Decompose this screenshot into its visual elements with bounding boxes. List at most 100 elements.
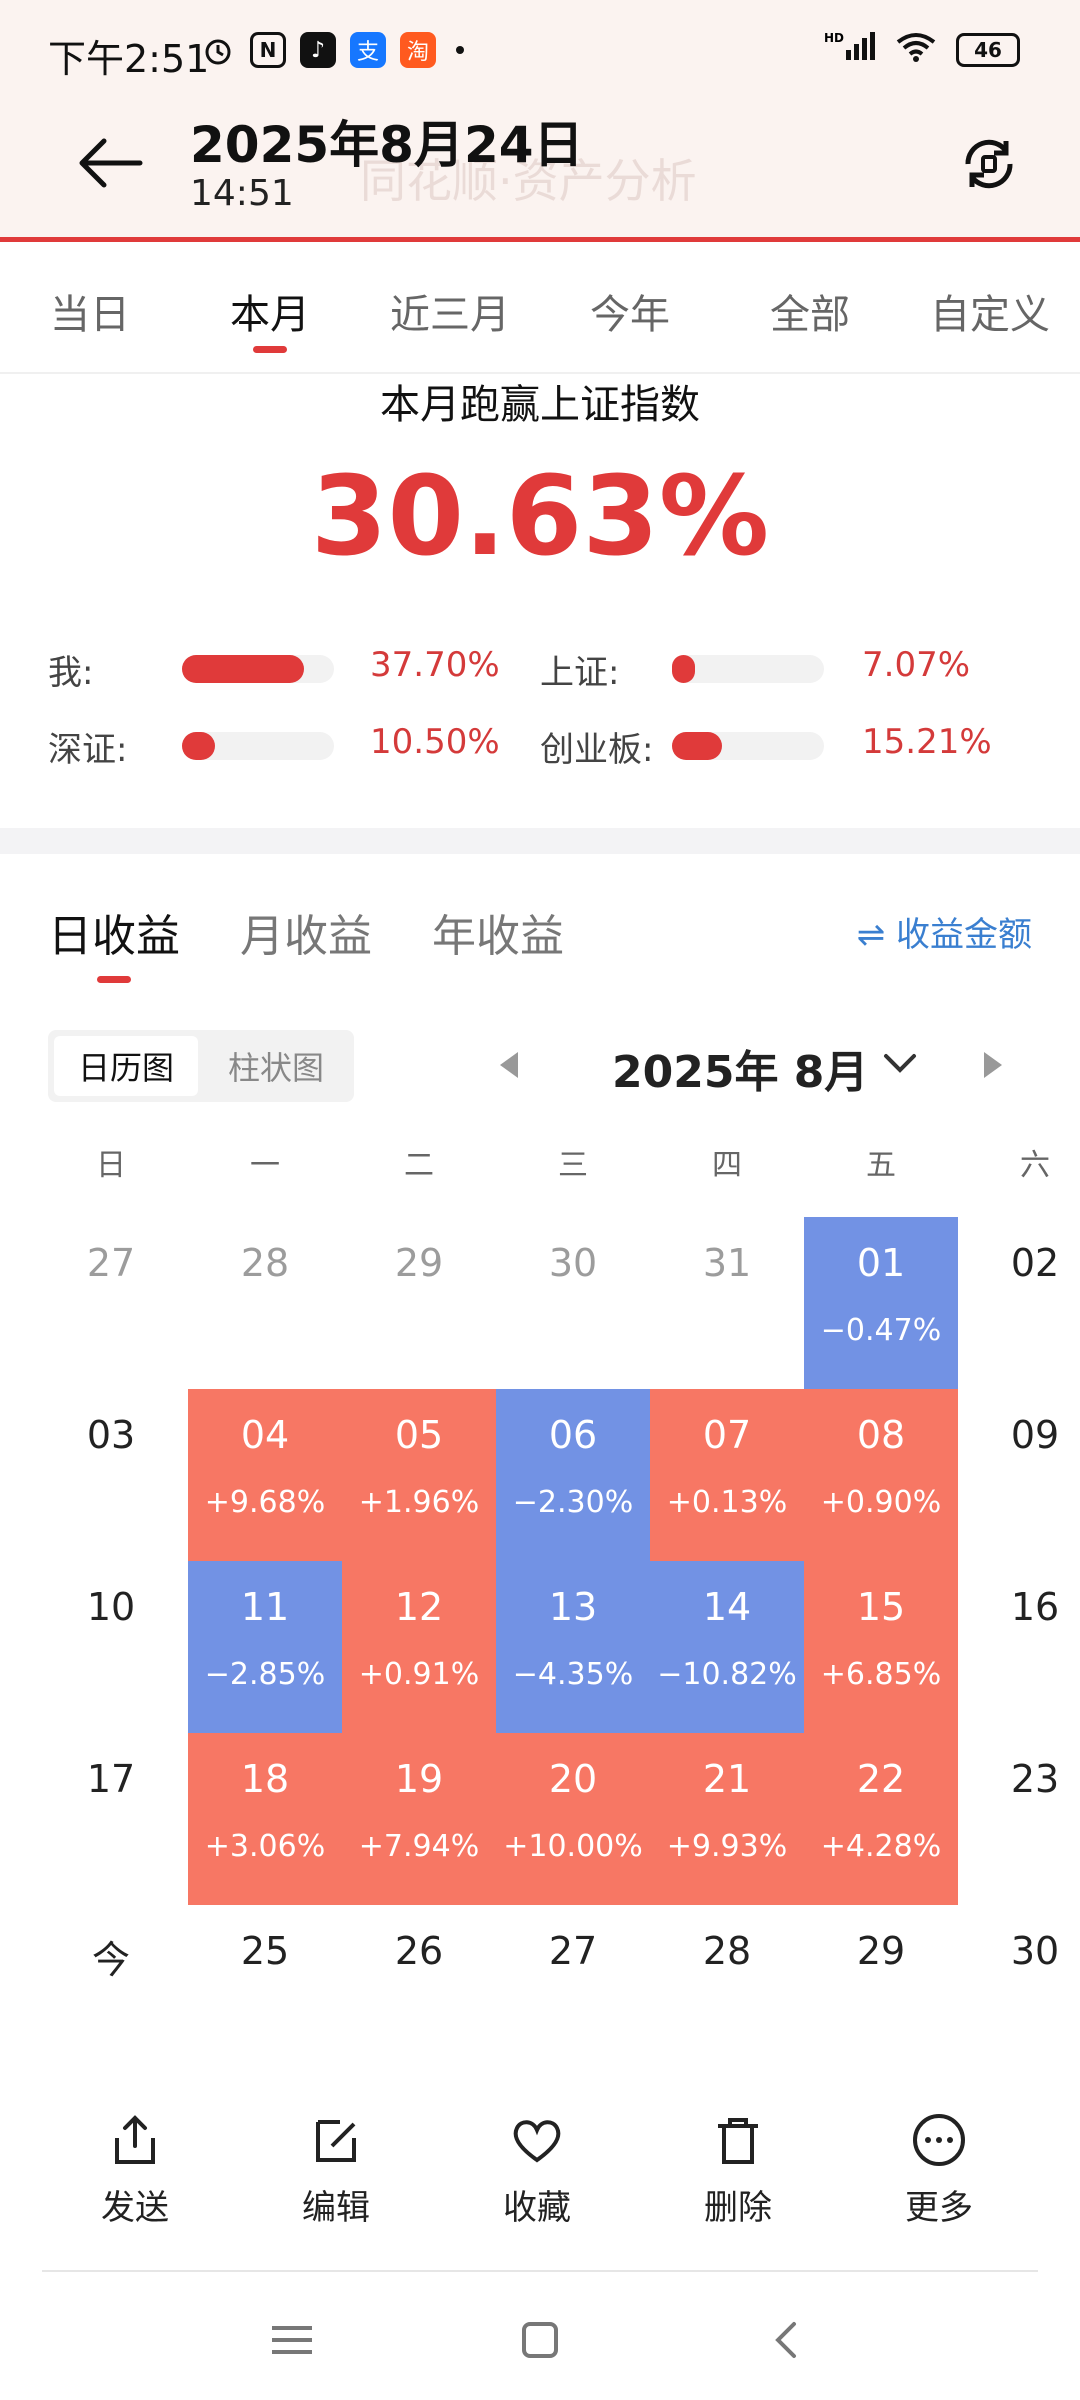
compare-bar bbox=[672, 655, 824, 683]
day-number: 13 bbox=[548, 1585, 598, 1629]
more-icon bbox=[913, 2114, 965, 2166]
send-label: 发送 bbox=[101, 2188, 169, 2228]
calendar-day[interactable]: 25 bbox=[188, 1905, 342, 2077]
tab-all[interactable]: 全部 bbox=[770, 292, 850, 338]
home-icon[interactable] bbox=[510, 2320, 570, 2360]
page-subtitle: 14:51 bbox=[190, 173, 294, 214]
back-icon[interactable] bbox=[756, 2320, 816, 2360]
favorite-button[interactable]: 收藏 bbox=[462, 2110, 612, 2229]
day-number: 11 bbox=[240, 1585, 290, 1629]
back-arrow-icon[interactable] bbox=[70, 123, 150, 203]
calendar-day[interactable]: 26 bbox=[342, 1905, 496, 2077]
tab-three-months[interactable]: 近三月 bbox=[390, 292, 510, 338]
tab-daily-earnings[interactable]: 日收益 bbox=[48, 900, 180, 983]
calendar-day[interactable]: 13 −4.35% bbox=[496, 1561, 650, 1733]
calendar-day[interactable]: 16 bbox=[958, 1561, 1080, 1733]
prev-month-icon[interactable] bbox=[500, 1052, 518, 1078]
share-icon bbox=[115, 2115, 155, 2164]
calendar-day[interactable]: 28 bbox=[188, 1217, 342, 1389]
earnings-amount-link[interactable]: ⇌ 收益金额 bbox=[856, 915, 1032, 955]
calendar-day[interactable]: 01 −0.47% bbox=[804, 1217, 958, 1389]
more-button[interactable]: 更多 bbox=[864, 2110, 1014, 2229]
calendar-day[interactable]: 06 −2.30% bbox=[496, 1389, 650, 1561]
calendar-day[interactable]: 17 bbox=[34, 1733, 188, 1905]
next-month-icon[interactable] bbox=[984, 1052, 1002, 1078]
calendar-day[interactable]: 27 bbox=[34, 1217, 188, 1389]
tab-this-year[interactable]: 今年 bbox=[590, 292, 670, 338]
day-return: +0.90% bbox=[820, 1485, 942, 1520]
calendar-day[interactable]: 05 +1.96% bbox=[342, 1389, 496, 1561]
weekday-label: 日 bbox=[96, 1148, 126, 1183]
calendar-day[interactable]: 12 +0.91% bbox=[342, 1561, 496, 1733]
calendar-day[interactable]: 今 bbox=[34, 1905, 188, 2077]
compare-label: 我: bbox=[48, 653, 94, 693]
header: 同花顺·资产分析 2025年8月24日 14:51 bbox=[0, 95, 1080, 242]
month-label[interactable]: 2025年 8月 bbox=[612, 1047, 869, 1098]
calendar-day[interactable]: 08 +0.90% bbox=[804, 1389, 958, 1561]
compare-label: 上证: bbox=[540, 653, 620, 693]
status-bar: 下午2:51 N ♪ 支 淘 HD 46 bbox=[0, 0, 1080, 95]
calendar-day[interactable]: 20 +10.00% bbox=[496, 1733, 650, 1905]
weekday-label: 四 bbox=[712, 1148, 742, 1183]
day-number: 今 bbox=[91, 1938, 130, 1982]
calendar-day[interactable]: 07 +0.13% bbox=[650, 1389, 804, 1561]
delete-button[interactable]: 删除 bbox=[663, 2110, 813, 2229]
divider bbox=[42, 2270, 1038, 2272]
calendar-day[interactable]: 03 bbox=[34, 1389, 188, 1561]
compare-bar bbox=[672, 732, 824, 760]
calendar-day[interactable]: 29 bbox=[804, 1905, 958, 2077]
wifi-icon bbox=[894, 30, 938, 69]
edit-icon bbox=[316, 2120, 356, 2162]
calendar-day[interactable]: 18 +3.06% bbox=[188, 1733, 342, 1905]
delete-label: 删除 bbox=[704, 2188, 772, 2228]
tab-yearly-earnings[interactable]: 年收益 bbox=[432, 911, 564, 962]
day-number: 16 bbox=[1010, 1585, 1060, 1629]
calendar-day[interactable]: 09 bbox=[958, 1389, 1080, 1561]
calendar-day[interactable]: 10 bbox=[34, 1561, 188, 1733]
view-toggle: 日历图 柱状图 bbox=[48, 1030, 354, 1102]
calendar-day[interactable]: 27 bbox=[496, 1905, 650, 2077]
tab-custom[interactable]: 自定义 bbox=[930, 292, 1050, 338]
chevron-down-icon[interactable] bbox=[880, 1044, 920, 1084]
calendar-day[interactable]: 21 +9.93% bbox=[650, 1733, 804, 1905]
tab-this-month[interactable]: 本月 bbox=[180, 242, 360, 372]
day-number: 09 bbox=[1010, 1413, 1060, 1457]
day-number: 26 bbox=[394, 1929, 444, 1973]
tab-monthly-earnings[interactable]: 月收益 bbox=[240, 911, 372, 962]
compare-value: 37.70% bbox=[370, 645, 500, 685]
system-nav-bar bbox=[0, 2275, 1080, 2400]
edit-button[interactable]: 编辑 bbox=[261, 2110, 411, 2229]
compare-bar bbox=[182, 655, 334, 683]
send-button[interactable]: 发送 bbox=[60, 2110, 210, 2229]
day-return: −2.30% bbox=[512, 1485, 634, 1520]
calendar-day[interactable]: 19 +7.94% bbox=[342, 1733, 496, 1905]
compare-row-chinext: 创业板: 15.21% bbox=[540, 720, 1040, 770]
calendar-day[interactable]: 31 bbox=[650, 1217, 804, 1389]
refresh-icon[interactable] bbox=[958, 133, 1020, 195]
calendar-day[interactable]: 30 bbox=[496, 1217, 650, 1389]
calendar-day[interactable]: 02 bbox=[958, 1217, 1080, 1389]
calendar-day[interactable]: 04 +9.68% bbox=[188, 1389, 342, 1561]
compare-label: 深证: bbox=[48, 730, 128, 770]
day-number: 19 bbox=[394, 1757, 444, 1801]
day-return: +6.85% bbox=[820, 1657, 942, 1692]
compare-row-shanghai: 上证: 7.07% bbox=[540, 643, 1040, 693]
calendar-day[interactable]: 30 bbox=[958, 1905, 1080, 2077]
day-number: 30 bbox=[1010, 1929, 1060, 1973]
calendar-day[interactable]: 14 −10.82% bbox=[650, 1561, 804, 1733]
compare-row-shenzhen: 深证: 10.50% bbox=[48, 720, 528, 770]
compare-bar-fill bbox=[672, 655, 695, 683]
menu-icon[interactable] bbox=[262, 2320, 322, 2360]
tab-today[interactable]: 当日 bbox=[50, 292, 130, 338]
calendar-day[interactable]: 28 bbox=[650, 1905, 804, 2077]
header-ghost-title: 同花顺·资产分析 bbox=[360, 154, 697, 208]
calendar-day[interactable]: 23 bbox=[958, 1733, 1080, 1905]
bar-view-button[interactable]: 柱状图 bbox=[227, 1049, 324, 1087]
day-return: +0.13% bbox=[666, 1485, 788, 1520]
calendar-day[interactable]: 29 bbox=[342, 1217, 496, 1389]
calendar-day[interactable]: 11 −2.85% bbox=[188, 1561, 342, 1733]
calendar-day[interactable]: 22 +4.28% bbox=[804, 1733, 958, 1905]
calendar-view-button[interactable]: 日历图 bbox=[54, 1036, 198, 1096]
day-return: −10.82% bbox=[657, 1657, 797, 1692]
calendar-day[interactable]: 15 +6.85% bbox=[804, 1561, 958, 1733]
